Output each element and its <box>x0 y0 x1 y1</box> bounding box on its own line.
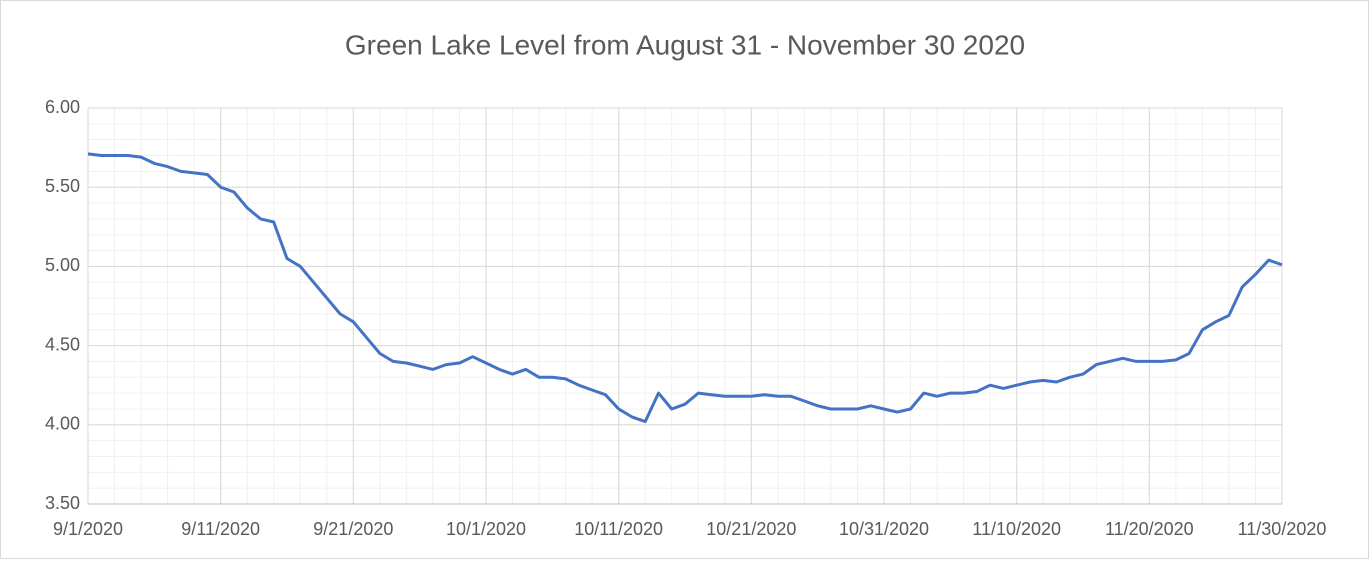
y-tick-label: 6.00 <box>45 97 80 117</box>
chart-title: Green Lake Level from August 31 - Novemb… <box>345 29 1025 60</box>
x-tick-label: 9/11/2020 <box>181 519 260 539</box>
x-tick-label: 10/11/2020 <box>574 519 663 539</box>
x-tick-label: 10/1/2020 <box>446 519 526 539</box>
data-line <box>87 152 1283 424</box>
x-tick-label: 9/21/2020 <box>313 519 393 539</box>
y-tick-label: 5.50 <box>45 176 80 196</box>
y-tick-label: 4.50 <box>45 334 80 354</box>
x-tick-label: 11/20/2020 <box>1105 519 1194 539</box>
x-tick-label: 10/21/2020 <box>706 519 796 539</box>
y-tick-label: 5.00 <box>45 255 80 275</box>
y-tick-label: 3.50 <box>45 493 80 513</box>
x-tick-label: 11/10/2020 <box>972 519 1061 539</box>
y-tick-label: 4.00 <box>45 414 80 434</box>
x-tick-label: 9/1/2020 <box>53 519 123 539</box>
x-tick-label: 11/30/2020 <box>1238 519 1327 539</box>
x-tick-label: 10/31/2020 <box>839 519 929 539</box>
